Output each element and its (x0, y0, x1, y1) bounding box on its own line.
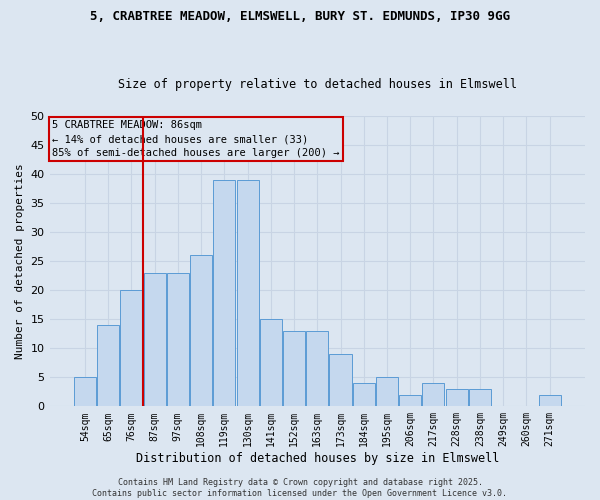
Bar (74, 378, 96, 406)
Bar (213, 180, 235, 406)
Bar (329, 354, 352, 406)
Bar (97, 325, 119, 406)
Bar (283, 331, 305, 406)
Bar (422, 383, 445, 406)
Bar (167, 272, 189, 406)
Text: 5 CRABTREE MEADOW: 86sqm
← 14% of detached houses are smaller (33)
85% of semi-d: 5 CRABTREE MEADOW: 86sqm ← 14% of detach… (52, 120, 340, 158)
Y-axis label: Number of detached properties: Number of detached properties (15, 163, 25, 359)
Title: Size of property relative to detached houses in Elmswell: Size of property relative to detached ho… (118, 78, 517, 91)
Bar (260, 319, 282, 406)
Bar (446, 389, 468, 406)
Bar (306, 331, 328, 406)
Bar (399, 394, 421, 406)
Text: Contains HM Land Registry data © Crown copyright and database right 2025.
Contai: Contains HM Land Registry data © Crown c… (92, 478, 508, 498)
Bar (376, 378, 398, 406)
X-axis label: Distribution of detached houses by size in Elmswell: Distribution of detached houses by size … (136, 452, 499, 465)
Bar (353, 383, 375, 406)
Bar (469, 389, 491, 406)
Text: 5, CRABTREE MEADOW, ELMSWELL, BURY ST. EDMUNDS, IP30 9GG: 5, CRABTREE MEADOW, ELMSWELL, BURY ST. E… (90, 10, 510, 23)
Bar (539, 394, 560, 406)
Bar (143, 272, 166, 406)
Bar (121, 290, 142, 406)
Bar (236, 180, 259, 406)
Bar (190, 255, 212, 406)
